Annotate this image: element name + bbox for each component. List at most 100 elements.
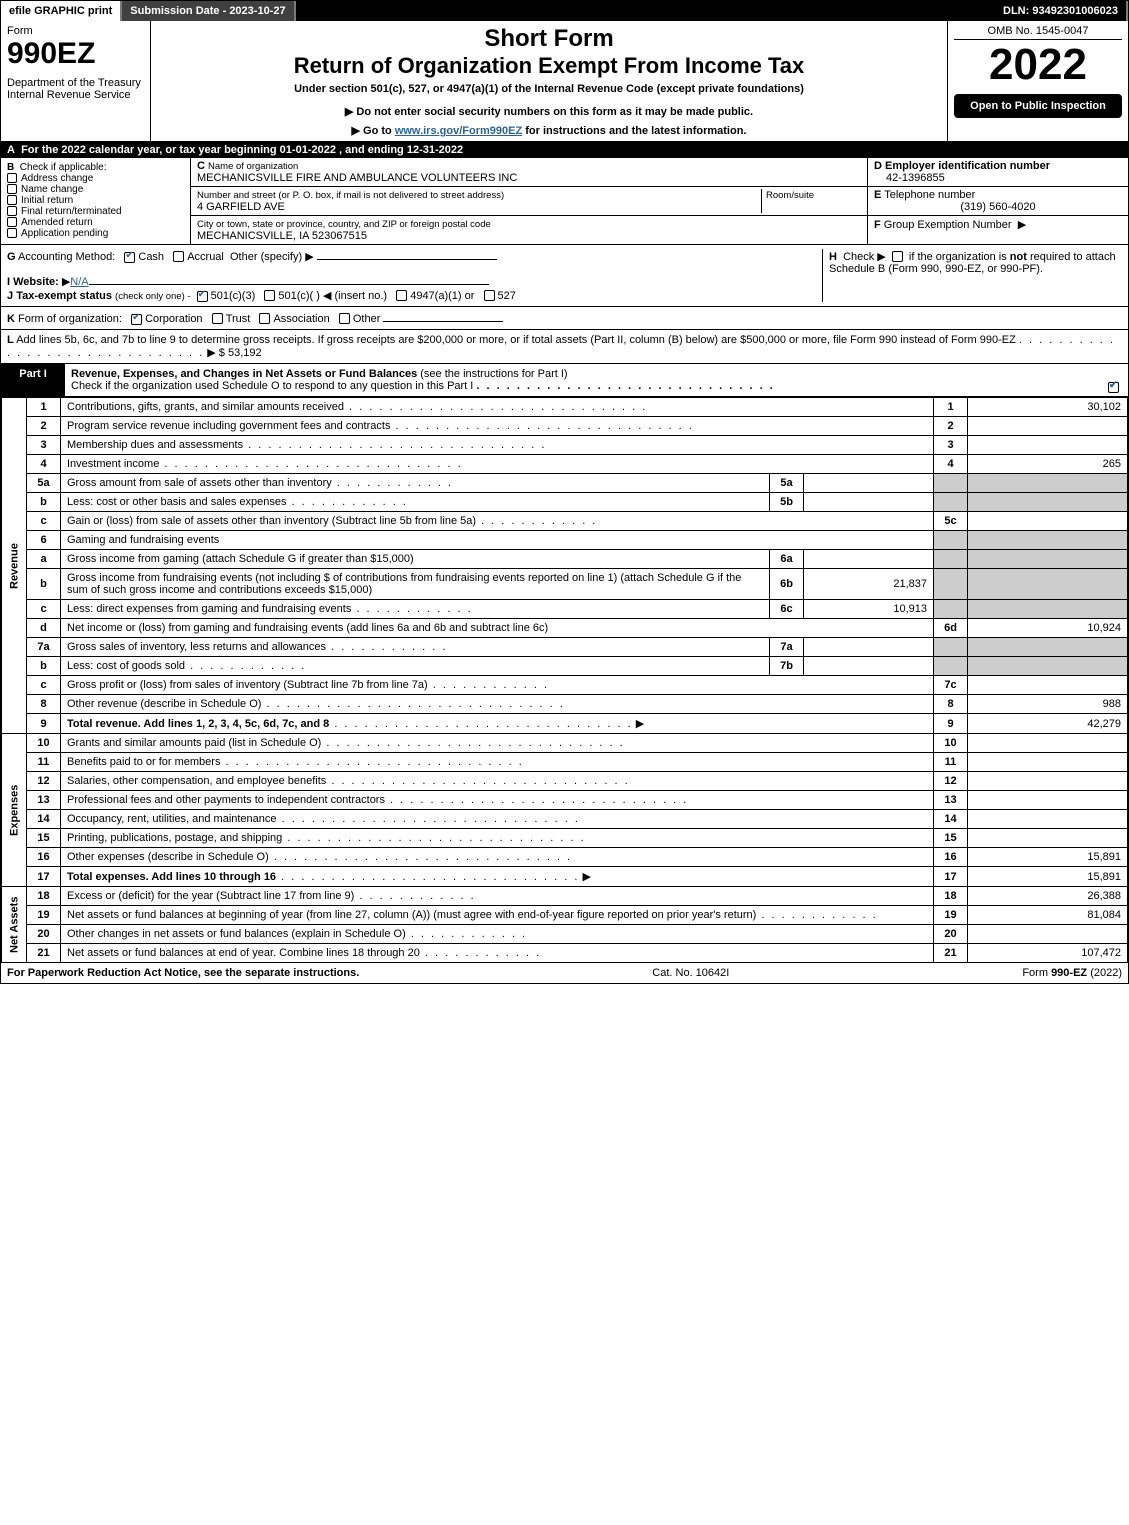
line-num: 21 [27,944,61,963]
dots-icon [276,871,579,883]
line-num: a [27,550,61,569]
line-amount: 26,388 [968,887,1128,906]
line-num: 18 [27,887,61,906]
line-num: 12 [27,772,61,791]
line-num: 14 [27,810,61,829]
line-amount: 265 [968,455,1128,474]
sub-ref: 7b [770,657,804,676]
form-number: 990EZ [7,37,144,71]
checkbox-527[interactable] [484,290,495,301]
line-desc: Professional fees and other payments to … [67,794,688,806]
part-1-checkline: Check if the organization used Schedule … [71,380,473,392]
line-ref: 8 [934,695,968,714]
c-street-label: Number and street (or P. O. box, if mail… [197,190,504,201]
form-990ez-page: efile GRAPHIC print Submission Date - 20… [0,0,1129,984]
line-num: 15 [27,829,61,848]
k-opt-0: Corporation [145,313,202,325]
checkbox-other-org[interactable] [339,313,350,324]
k-opt-3: Other [353,313,381,325]
line-num: b [27,493,61,512]
shaded-cell [968,493,1128,512]
shaded-cell [934,569,968,600]
checkbox-amended-return[interactable] [7,217,17,227]
checkbox-initial-return[interactable] [7,195,17,205]
line-desc: Less: cost of goods sold [67,660,306,672]
part-1-label: Part I [1,364,65,396]
line-amount [968,772,1128,791]
g-label: Accounting Method: [18,251,115,263]
line-l: L Add lines 5b, 6c, and 7b to line 9 to … [1,330,1128,364]
b-item-5: Application pending [21,228,108,239]
g-accrual: Accrual [187,251,224,263]
d-label: Employer identification number [885,160,1050,172]
dots-icon [476,380,774,392]
line-desc: Grants and similar amounts paid (list in… [67,737,625,749]
checkbox-accrual[interactable] [173,251,184,262]
line-num: b [27,657,61,676]
line-num: 7a [27,638,61,657]
l-text: Add lines 5b, 6c, and 7b to line 9 to de… [16,334,1016,346]
line-num: 5a [27,474,61,493]
line-desc: Gross income from fundraising events (no… [61,569,770,600]
checkbox-501c[interactable] [264,290,275,301]
checkbox-501c3[interactable] [197,291,208,302]
line-ref: 4 [934,455,968,474]
website-value[interactable]: N/A [70,276,88,288]
sub-ref: 5a [770,474,804,493]
sub-amount [804,474,934,493]
g-other-input[interactable] [317,259,497,260]
checkbox-cash[interactable] [124,252,135,263]
checkbox-trust[interactable] [212,313,223,324]
dots-icon [329,718,632,730]
line-desc: Net assets or fund balances at beginning… [67,909,756,921]
checkbox-application-pending[interactable] [7,228,17,238]
checkbox-schedule-o-part1[interactable] [1108,382,1119,393]
open-to-public: Open to Public Inspection [954,94,1122,118]
irs-link[interactable]: www.irs.gov/Form990EZ [395,125,522,137]
k-other-input[interactable] [383,321,503,322]
dept-treasury: Department of the Treasury Internal Reve… [7,77,144,101]
page-footer: For Paperwork Reduction Act Notice, see … [1,963,1128,983]
line-amount: 42,279 [968,714,1128,734]
section-def: D Employer identification number 42-1396… [868,158,1128,244]
b-item-0: Address change [21,173,93,184]
j-opt4: 527 [498,290,516,302]
section-b: B Check if applicable: Address change Na… [1,158,191,244]
checkbox-corporation[interactable] [131,314,142,325]
line-ref: 15 [934,829,968,848]
line-ref: 7c [934,676,968,695]
line-amount: 15,891 [968,867,1128,887]
checkbox-4947[interactable] [396,290,407,301]
short-form-title: Short Form [157,25,941,53]
checkbox-address-change[interactable] [7,173,17,183]
line-ref: 21 [934,944,968,963]
line-desc: Gaming and fundraising events [61,531,934,550]
line-desc: Printing, publications, postage, and shi… [67,832,586,844]
line-ref: 17 [934,867,968,887]
line-desc: Contributions, gifts, grants, and simila… [67,401,647,413]
line-desc: Net income or (loss) from gaming and fun… [61,619,934,638]
shaded-cell [968,531,1128,550]
part-1-desc: Revenue, Expenses, and Changes in Net As… [65,364,1128,396]
sub-amount: 10,913 [804,600,934,619]
c-name-label: Name of organization [208,161,298,172]
g-cash: Cash [138,251,164,263]
line-amount: 988 [968,695,1128,714]
line-desc: Program service revenue including govern… [67,420,694,432]
checkbox-name-change[interactable] [7,184,17,194]
line-amount: 15,891 [968,848,1128,867]
checkbox-schedule-b[interactable] [892,251,903,262]
part-1-table: Revenue 1 Contributions, gifts, grants, … [1,397,1128,963]
website-underline [89,284,489,285]
omb-number: OMB No. 1545-0047 [954,25,1122,40]
line-desc: Gross income from gaming (attach Schedul… [61,550,770,569]
checkbox-association[interactable] [259,313,270,324]
line-num: 16 [27,848,61,867]
tax-year: 2022 [954,40,1122,90]
line-ref: 5c [934,512,968,531]
j-opt2: 501(c)( ) ◀ (insert no.) [278,290,387,302]
line-desc: Excess or (deficit) for the year (Subtra… [67,890,476,902]
org-street: 4 GARFIELD AVE [197,201,285,213]
line-desc: Investment income [67,458,463,470]
checkbox-final-return[interactable] [7,206,17,216]
